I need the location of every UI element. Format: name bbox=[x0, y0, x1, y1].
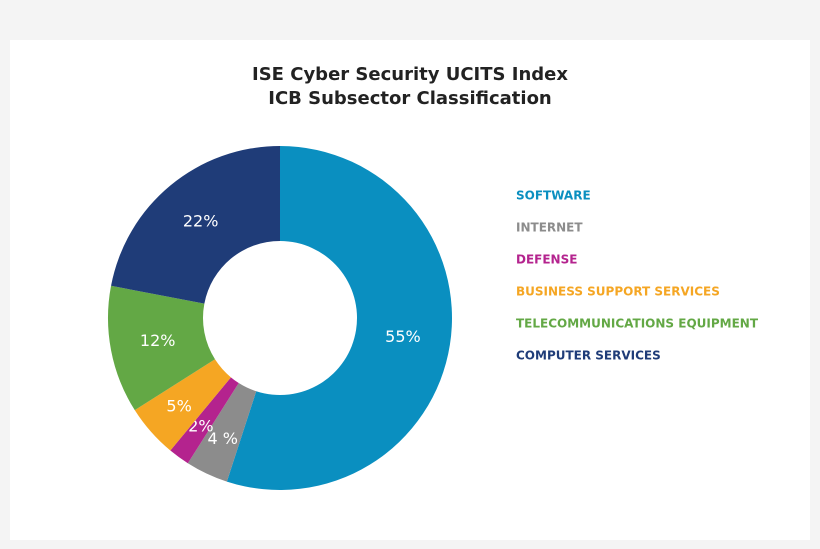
donut-slice bbox=[134, 359, 231, 451]
legend-entry: DEFENSE bbox=[516, 253, 577, 267]
value-label: 5% bbox=[166, 396, 191, 415]
value-label: 4 % bbox=[207, 429, 237, 448]
value-label: 22% bbox=[183, 212, 219, 231]
chart-title: ISE Cyber Security UCITS Index bbox=[252, 64, 568, 85]
chart-subtitle: ICB Subsector Classification bbox=[268, 88, 552, 109]
donut-slice bbox=[107, 285, 215, 411]
donut-slice bbox=[187, 383, 257, 482]
value-label: 12% bbox=[140, 331, 176, 350]
legend-entry: COMPUTER SERVICES bbox=[516, 349, 661, 363]
legend-entry: TELECOMMUNICATIONS EQUIPMENT bbox=[516, 317, 759, 331]
legend-entry: SOFTWARE bbox=[516, 189, 591, 203]
donut-slice bbox=[170, 377, 239, 464]
value-label: 55% bbox=[385, 327, 421, 346]
legend-entry: INTERNET bbox=[516, 221, 583, 235]
donut-slice bbox=[226, 146, 452, 490]
donut-slice bbox=[111, 146, 280, 304]
legend-entry: BUSINESS SUPPORT SERVICES bbox=[516, 285, 720, 299]
